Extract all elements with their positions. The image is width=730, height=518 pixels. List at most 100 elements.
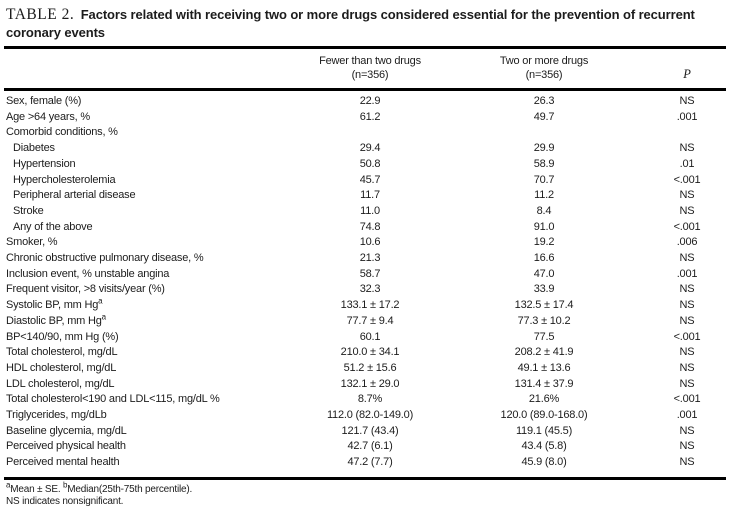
p-value: NS <box>679 361 695 374</box>
table-row: Any of the above 74.8 91.0 <.001 <box>4 220 726 236</box>
p-value: NS <box>679 95 695 107</box>
value-fewer-than-two: 10.6 <box>359 236 381 249</box>
footnote-definitions: aMean ± SE. bMedian(25th-75th percentile… <box>6 480 726 497</box>
p-value: .001 <box>676 267 698 280</box>
value-fewer-than-two: 61.2 <box>359 110 381 123</box>
value-fewer-than-two <box>286 125 454 141</box>
header-two-line2: (n=356) <box>525 69 563 81</box>
footnote-marker-a: a <box>6 480 11 490</box>
footnote-text-a: Mean ± SE. <box>10 483 64 495</box>
table-row: LDL cholesterol, mg/dL 132.1 ± 29.0 131.4 … <box>4 377 726 393</box>
footnote-marker-b: b <box>63 480 68 490</box>
p-value: .001 <box>676 110 698 123</box>
p-value: NS <box>679 314 695 327</box>
p-value: <.001 <box>673 330 701 343</box>
value-two-or-more: 49.1 ± 13.6 <box>517 361 571 374</box>
table-row: Hypercholesterolemia 45.7 70.7 <.001 <box>4 173 726 189</box>
value-fewer-than-two: 133.1 ± 17.2 <box>340 299 400 312</box>
value-two-or-more: 58.9 <box>533 157 555 170</box>
value-fewer-than-two: 60.1 <box>359 330 381 343</box>
value-two-or-more: 43.4 (5.8) <box>521 440 567 453</box>
p-value: <.001 <box>673 393 701 406</box>
table-row: Chronic obstructive pulmonary disease, %… <box>4 251 726 267</box>
table-row: Baseline glycemia, mg/dL 121.7 (43.4) 119.… <box>4 424 726 440</box>
value-fewer-than-two: 47.2 (7.7) <box>347 456 393 469</box>
header-p-value: P <box>683 67 691 81</box>
value-two-or-more: 19.2 <box>533 236 555 249</box>
value-fewer-than-two: 8.7% <box>357 393 383 406</box>
table-row: BP<140/90, mm Hg (%) 60.1 77.5 <.001 <box>4 330 726 346</box>
row-label: Baseline glycemia, mg/dL <box>6 424 127 437</box>
row-label: Perceived mental health <box>6 456 120 469</box>
p-value: <.001 <box>673 220 701 233</box>
table-body: Sex, female (%) 22.9 26.3 NS Age >64 years, … <box>4 91 726 473</box>
value-two-or-more: 77.5 <box>533 330 555 343</box>
row-label: Perceived physical health <box>6 440 126 453</box>
value-fewer-than-two: 77.7 ± 9.4 <box>346 314 394 327</box>
value-two-or-more <box>454 125 634 141</box>
value-fewer-than-two: 21.3 <box>359 252 381 265</box>
footnote-ns: NS indicates nonsignificant. <box>6 496 124 508</box>
table-footnotes: aMean ± SE. bMedian(25th-75th percentile… <box>4 480 726 509</box>
table-row: Age >64 years, % 61.2 49.7 .001 <box>4 110 726 126</box>
table-row: Stroke 11.0 8.4 NS <box>4 204 726 220</box>
p-value: NS <box>679 189 695 202</box>
value-fewer-than-two: 112.0 (82.0-149.0) <box>326 409 414 422</box>
table-row: Smoker, % 10.6 19.2 .006 <box>4 235 726 251</box>
value-fewer-than-two: 11.0 <box>360 204 380 217</box>
row-label: Smoker, % <box>6 236 58 249</box>
table-row: Triglycerides, mg/dLb 112.0 (82.0-149.0) 1… <box>4 408 726 424</box>
value-fewer-than-two: 22.9 <box>359 95 381 107</box>
bottom-rule <box>4 476 726 480</box>
value-two-or-more: 49.7 <box>533 110 555 123</box>
row-label: Hypercholesterolemia <box>13 173 116 186</box>
p-value: .01 <box>679 157 695 170</box>
value-fewer-than-two: 11.7 <box>360 189 380 202</box>
value-two-or-more: 29.9 <box>533 142 555 155</box>
row-label: LDL cholesterol, mg/dL <box>6 377 115 390</box>
header-rule <box>4 88 726 91</box>
row-label: Peripheral arterial disease <box>13 189 136 202</box>
p-value: NS <box>679 283 695 296</box>
value-fewer-than-two: 210.0 ± 34.1 <box>340 346 400 359</box>
header-two-line1: Two or more drugs <box>499 55 589 67</box>
value-fewer-than-two: 42.7 (6.1) <box>347 440 393 453</box>
value-two-or-more: 26.3 <box>533 95 555 107</box>
p-value: NS <box>679 456 695 469</box>
value-two-or-more: 70.7 <box>533 173 555 186</box>
table-row: Perceived physical health 42.7 (6.1) 43.4 … <box>4 439 726 455</box>
value-fewer-than-two: 58.7 <box>359 267 381 280</box>
p-value: NS <box>679 299 695 312</box>
table-number-label: TABLE 2. <box>6 6 75 23</box>
header-fewer-line2: (n=356) <box>351 69 389 81</box>
table-row: Total cholesterol<190 and LDL<115, mg/dL… <box>4 392 726 408</box>
table-row: Systolic BP, mm Hga 133.1 ± 17.2 132.5 ± 1… <box>4 296 726 314</box>
row-label: Diastolic BP, mm Hga <box>6 312 106 327</box>
value-two-or-more: 132.5 ± 17.4 <box>514 299 574 312</box>
row-label: Age >64 years, % <box>6 110 90 123</box>
value-fewer-than-two: 51.2 ± 15.6 <box>343 361 397 374</box>
table-row: Diastolic BP, mm Hga 77.7 ± 9.4 77.3 ± 10.… <box>4 312 726 330</box>
value-two-or-more: 47.0 <box>533 267 555 280</box>
header-spacer <box>4 54 286 82</box>
row-label: Sex, female (%) <box>6 95 82 107</box>
value-fewer-than-two: 121.7 (43.4) <box>341 424 399 437</box>
top-rule <box>4 46 726 49</box>
row-label: Hypertension <box>13 157 76 170</box>
row-label: Diabetes <box>13 142 55 155</box>
footnote-marker-ref: a <box>98 296 103 306</box>
value-two-or-more: 21.6% <box>528 393 560 406</box>
header-two-or-more: Two or more drugs (n=356) <box>454 54 634 82</box>
value-two-or-more: 8.4 <box>536 204 552 217</box>
value-fewer-than-two: 32.3 <box>359 283 381 296</box>
p-value: NS <box>679 346 695 359</box>
p-value: .006 <box>676 236 698 249</box>
table-row: Diabetes 29.4 29.9 NS <box>4 141 726 157</box>
table-header-row: Fewer than two drugs (n=356) Two or more… <box>4 49 726 88</box>
row-label: Inclusion event, % unstable angina <box>6 267 170 280</box>
value-two-or-more: 33.9 <box>533 283 555 296</box>
value-fewer-than-two: 74.8 <box>359 220 381 233</box>
table-caption: Factors related with receiving two or mo… <box>6 7 695 40</box>
row-label: Total cholesterol<190 and LDL<115, mg/dL… <box>6 393 220 406</box>
